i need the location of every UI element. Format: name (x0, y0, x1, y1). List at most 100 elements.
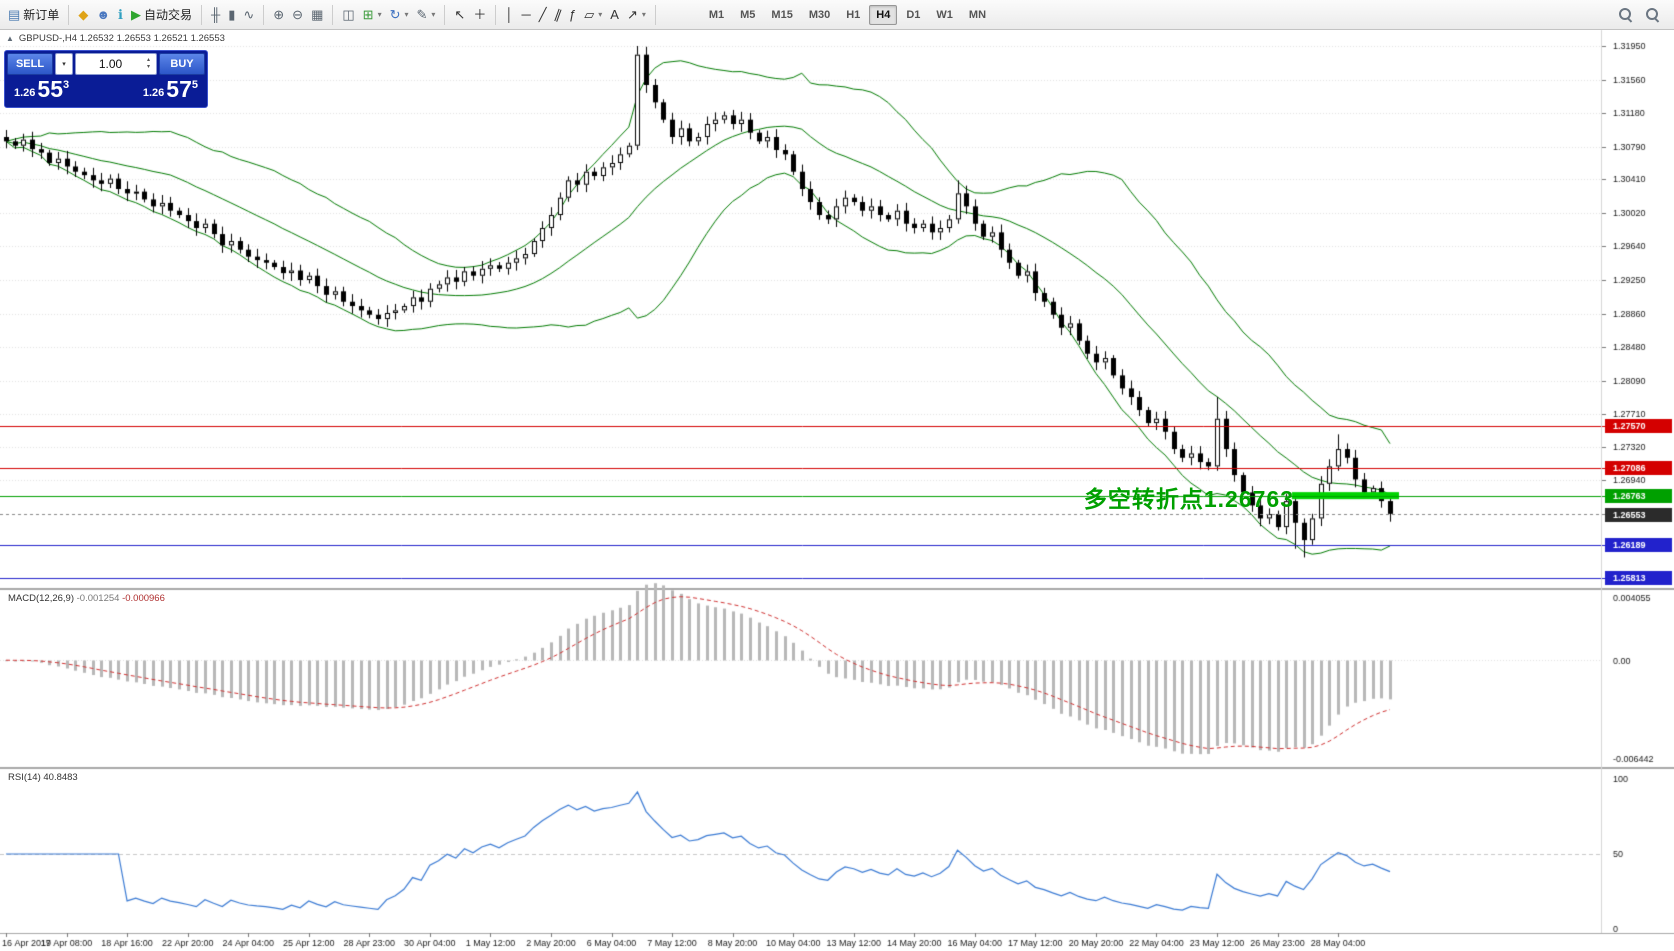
metaquotes-icon[interactable]: ◆ (74, 3, 92, 27)
indicators-window-icon[interactable]: ◫ (338, 3, 358, 27)
auto-trading-button[interactable]: ▶ 自动交易 (127, 3, 196, 27)
order-type-dropdown[interactable]: ▾ (55, 53, 73, 75)
symbol-ohlc-label: ▲ GBPUSD-,H4 1.26532 1.26553 1.26521 1.2… (6, 33, 225, 44)
new-order-button-icon: ▤ (8, 7, 21, 22)
toolbar-separator (654, 4, 656, 25)
timeframe-h1[interactable]: H1 (846, 8, 861, 21)
timeframe-m1[interactable]: M1 (708, 8, 725, 21)
toolbar-separator (200, 4, 202, 25)
help-icon[interactable]: ℹ (114, 3, 127, 27)
macd-indicator-label: MACD(12,26,9) -0.001254 -0.000966 (8, 593, 165, 604)
search-icon[interactable] (1618, 7, 1633, 22)
timeframe-d1[interactable]: D1 (906, 8, 921, 21)
line-chart-type-icon[interactable]: ∿ (239, 3, 258, 27)
timeframe-w1[interactable]: W1 (936, 8, 953, 21)
spin-down-icon[interactable]: ▾ (146, 64, 150, 70)
trendline-tool-icon[interactable]: ╱ (535, 3, 551, 27)
timeframe-h4[interactable]: H4 (869, 4, 898, 25)
new-order-button[interactable]: ▤ 新订单 (4, 3, 63, 27)
collapse-panel-icon[interactable]: ▲ (6, 34, 14, 43)
zoom-in-icon[interactable]: ⊕ (269, 3, 288, 27)
timeframe-mn[interactable]: MN (968, 8, 987, 21)
tile-windows-icon[interactable]: ▦ (307, 3, 327, 27)
crosshair-tool-icon[interactable]: ＋ (469, 3, 490, 27)
community-icon: ☻ (96, 7, 110, 22)
toolbar-separator (263, 4, 265, 25)
auto-trading-button-label: 自动交易 (143, 8, 192, 22)
toolbar-separator (68, 4, 70, 25)
toolbar-separator (332, 4, 334, 25)
add-indicator-icon[interactable]: ⊞ ▾ (359, 3, 386, 27)
zoom-out-icon[interactable]: ⊖ (288, 3, 307, 27)
buy-price[interactable]: 1.26 57 5 (143, 78, 198, 101)
text-tool-icon[interactable]: A (606, 3, 623, 27)
trendline-tool-icon: ╱ (538, 7, 547, 22)
buy-price-big: 57 (166, 76, 192, 102)
horizontal-line-tool-icon[interactable]: ─ (517, 3, 534, 27)
lot-stepper[interactable]: ▴ ▾ (143, 57, 154, 71)
chevron-down-icon: ▾ (404, 10, 409, 19)
shapes-tool-icon: ▱ (584, 7, 595, 22)
chevron-down-icon: ▾ (641, 10, 646, 19)
line-chart-type-icon: ∿ (243, 7, 255, 22)
spin-up-icon[interactable]: ▴ (146, 57, 150, 64)
new-order-button-label: 新订单 (23, 8, 60, 22)
candlestick-chart-type-icon[interactable]: ▮ (224, 3, 239, 27)
lot-size-field[interactable]: 1.00 ▴ ▾ (75, 53, 157, 75)
one-click-trading-panel: SELL ▾ 1.00 ▴ ▾ BUY 1.26 55 3 1.26 57 (4, 50, 208, 108)
timeframe-m5[interactable]: M5 (740, 8, 756, 21)
chevron-down-icon: ▾ (598, 10, 603, 19)
vertical-line-tool-icon[interactable]: │ (501, 3, 517, 27)
cursor-tool-icon: ↖ (454, 7, 466, 22)
arrows-tool-icon: ↗ (626, 7, 638, 22)
sell-price-sup: 3 (63, 79, 70, 91)
buy-price-sup: 5 (191, 79, 198, 91)
auto-trading-button-icon: ▶ (130, 7, 141, 22)
cursor-tool-icon[interactable]: ↖ (450, 3, 469, 27)
toolbar-separator (495, 4, 497, 25)
chevron-down-icon: ▾ (62, 61, 66, 68)
rsi-name: RSI(14) (8, 772, 41, 783)
bar-chart-type-icon[interactable]: ╫ (207, 3, 224, 27)
community-icon[interactable]: ☻ (92, 3, 114, 27)
lot-size-value[interactable]: 1.00 (98, 57, 123, 71)
channel-tool-icon: ∥ (552, 6, 564, 23)
navigator-icon: ↻ (389, 7, 401, 22)
shapes-tool-icon[interactable]: ▱ ▾ (580, 3, 606, 27)
chart-settings-icon: ✎ (416, 7, 428, 22)
fibonacci-tool-icon: ƒ (569, 7, 577, 22)
sell-button[interactable]: SELL (7, 53, 53, 75)
tile-windows-icon: ▦ (311, 7, 324, 22)
bar-chart-type-icon: ╫ (210, 7, 221, 22)
horizontal-line-tool-icon: ─ (521, 7, 531, 22)
help-icon: ℹ (118, 7, 123, 22)
channel-tool-icon[interactable]: ∥ (551, 3, 566, 27)
timeframe-m15[interactable]: M15 (771, 8, 793, 21)
metaquotes-icon: ◆ (78, 7, 89, 22)
crosshair-tool-icon: ＋ (473, 7, 487, 22)
sell-price-big: 55 (37, 76, 64, 102)
rsi-value: 40.8483 (43, 772, 78, 783)
zoom-out-icon: ⊖ (292, 7, 304, 22)
timeframe-m30[interactable]: M30 (808, 8, 831, 21)
symbol-search-icon[interactable] (1645, 7, 1660, 22)
indicators-window-icon: ◫ (342, 7, 355, 22)
chart-settings-icon[interactable]: ✎ ▾ (413, 3, 440, 27)
sell-price[interactable]: 1.26 55 3 (14, 78, 69, 101)
add-indicator-icon: ⊞ (362, 7, 374, 22)
fibonacci-tool-icon[interactable]: ƒ (565, 3, 580, 27)
vertical-line-tool-icon: │ (505, 7, 514, 22)
buy-button[interactable]: BUY (159, 53, 205, 75)
arrows-tool-icon[interactable]: ↗ ▾ (623, 3, 650, 27)
rsi-indicator-label: RSI(14) 40.8483 (8, 772, 78, 783)
zoom-in-icon: ⊕ (273, 7, 285, 22)
toolbar-right-icons (1618, 7, 1660, 22)
navigator-icon[interactable]: ↻ ▾ (386, 3, 413, 27)
macd-signal-value: -0.000966 (122, 593, 165, 604)
macd-main-value: -0.001254 (76, 593, 120, 604)
text-tool-icon: A (610, 7, 619, 22)
main-toolbar: ▤ 新订单 ◆ ☻ ℹ ▶ 自动交易 ╫ ▮ ∿ ⊕ ⊖ ▦ ◫ ⊞ ▾ ↻ ▾ ✎ ▾ ↖ ＋ │ ─ ╱ ∥ ƒ ▱ ▾ A ↗ ▾ M1 M… (0, 0, 1674, 30)
chart-annotation-text: 多空转折点1.26763 (1083, 486, 1294, 512)
